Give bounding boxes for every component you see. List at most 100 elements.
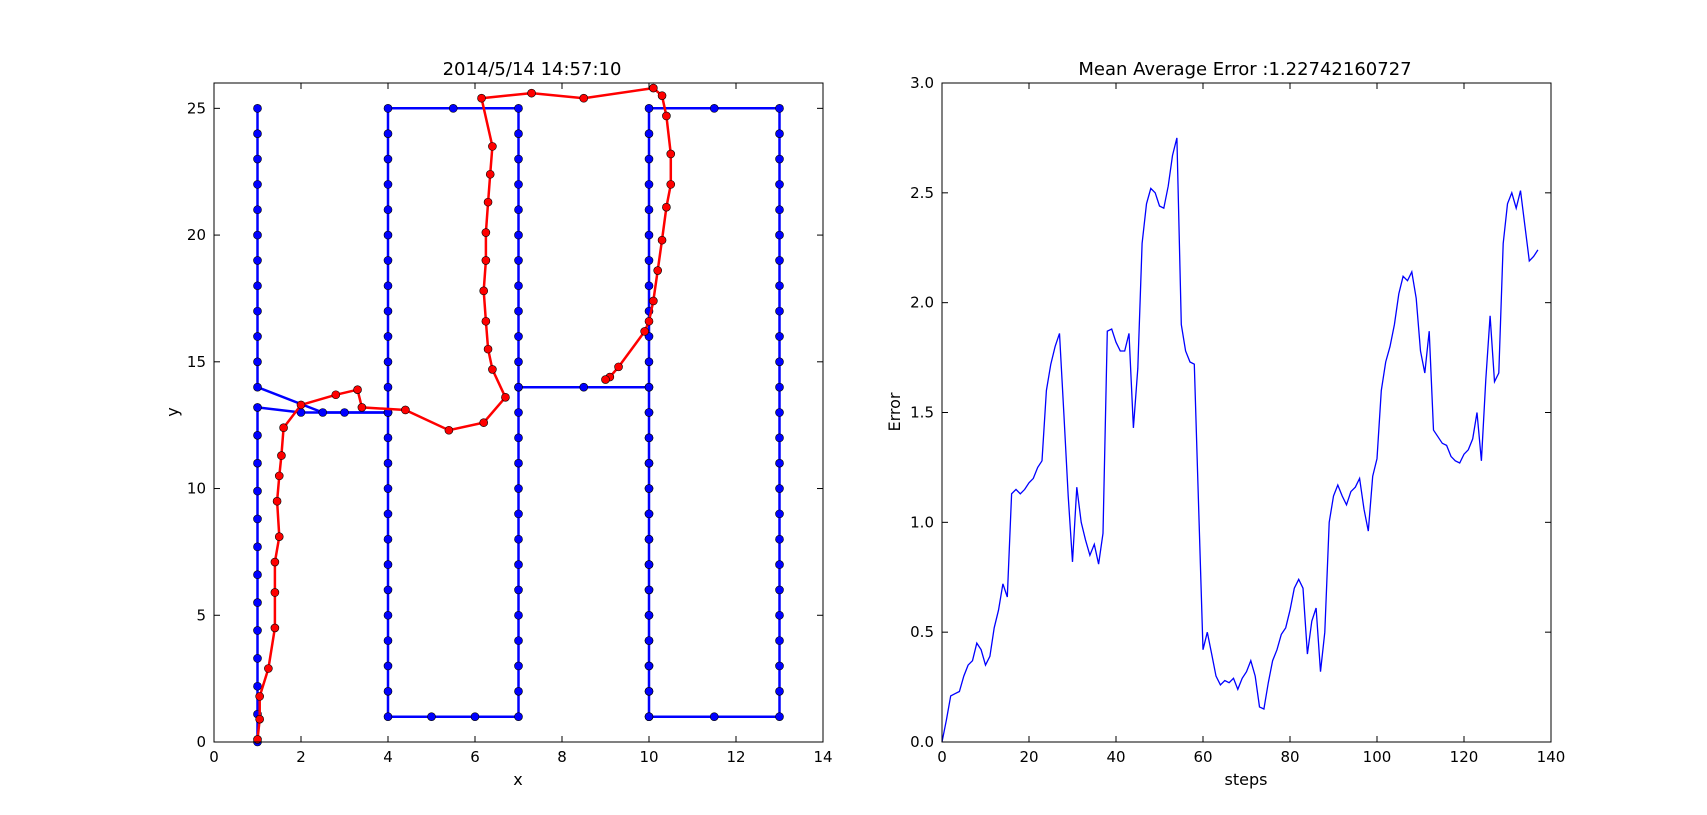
trajectory-series-1-point	[279, 423, 288, 433]
trajectory-series-1-point	[666, 149, 676, 159]
trajectory-series-0-point	[253, 514, 262, 524]
trajectory-plot-ytick-label: 0	[196, 733, 206, 751]
error-plot-ytick-label: 2.0	[910, 294, 934, 312]
trajectory-series-0-point	[644, 509, 654, 519]
trajectory-series-0-point	[383, 585, 393, 595]
trajectory-series-0-point	[775, 382, 784, 392]
trajectory-series-0-point	[514, 509, 523, 519]
trajectory-series-1-point	[657, 91, 667, 100]
trajectory-series-1-point	[253, 735, 262, 744]
trajectory-series-0-point	[340, 408, 349, 417]
trajectory-series-0-point	[775, 585, 784, 595]
trajectory-series-1-point	[644, 316, 654, 326]
trajectory-plot-title: 2014/5/14 14:57:10	[443, 59, 622, 80]
trajectory-plot: 2014/5/14 14:57:10 0 2 4 6 8 10 12 14 0 5 10 15 20 25…	[163, 59, 833, 789]
error-plot-ytick-label: 1.5	[910, 404, 934, 422]
trajectory-series-0-point	[644, 484, 654, 493]
trajectory-series-1-line	[256, 86, 673, 740]
trajectory-series-0-point	[253, 458, 262, 468]
error-plot-ytick-label: 2.5	[910, 184, 934, 202]
trajectory-series-0-point	[775, 256, 784, 265]
trajectory-series-0-point	[253, 256, 262, 265]
trajectory-series-0-point	[383, 636, 393, 645]
trajectory-series-0-point	[253, 382, 262, 392]
trajectory-series-0-point	[775, 180, 784, 189]
trajectory-series-0-point	[514, 306, 523, 316]
error-plot-ytick-label: 0.5	[910, 623, 934, 641]
trajectory-series-0-point	[644, 129, 654, 138]
trajectory-series-0-point	[383, 205, 393, 215]
trajectory-series-1-point	[479, 418, 489, 427]
error-plot-ylabel: Error	[885, 392, 904, 431]
trajectory-series-0-point	[253, 403, 262, 412]
trajectory-series-0-point	[383, 129, 393, 138]
trajectory-series-1-point	[274, 532, 284, 541]
trajectory-series-0-point	[253, 129, 262, 138]
trajectory-series-0-point	[383, 712, 393, 721]
trajectory-series-1-point	[277, 451, 286, 460]
error-plot-ytick-label: 0.0	[910, 733, 934, 751]
trajectory-series-0-point	[383, 610, 393, 620]
trajectory-series-0-point	[383, 534, 393, 544]
trajectory-plot-xlabel: x	[513, 770, 522, 789]
trajectory-series-0-point	[644, 433, 654, 443]
trajectory-series-0-point	[644, 458, 654, 468]
trajectory-plot-marks	[253, 83, 784, 747]
trajectory-series-0-point	[644, 661, 654, 671]
trajectory-series-1-point	[270, 623, 280, 633]
trajectory-series-0-point	[514, 408, 523, 417]
trajectory-series-0-point	[383, 306, 393, 316]
trajectory-series-0-point	[253, 570, 262, 580]
trajectory-series-0-point	[775, 534, 784, 544]
trajectory-series-0-point	[644, 154, 654, 164]
trajectory-series-1-point	[353, 385, 362, 394]
trajectory-plot-ytick-label: 20	[187, 226, 206, 244]
trajectory-series-0-point	[514, 382, 523, 392]
trajectory-plot-xtick-label: 4	[383, 748, 393, 766]
error-plot-ticks: 0 20 40 60 80 100 120 140 0.0 0.5 1.0 1.5 2.0 2.5 3.0	[910, 74, 1565, 766]
trajectory-series-0-point	[514, 205, 523, 215]
trajectory-series-0-point	[775, 408, 784, 417]
trajectory-series-0-point	[775, 230, 784, 240]
error-plot-ytick-label: 1.0	[910, 513, 934, 531]
trajectory-series-1-point	[485, 169, 495, 179]
trajectory-series-0-point	[383, 154, 393, 164]
trajectory-series-1-point	[488, 142, 497, 151]
error-plot-title: Mean Average Error :1.22742160727	[1078, 59, 1411, 80]
trajectory-series-0-point	[775, 104, 784, 113]
trajectory-series-1-point	[501, 392, 510, 402]
trajectory-series-0-point	[775, 484, 784, 493]
error-plot-xtick-label: 60	[1193, 748, 1212, 766]
trajectory-series-0-point	[644, 560, 654, 569]
trajectory-series-1-point	[579, 93, 589, 103]
trajectory-series-0-point	[253, 681, 262, 691]
trajectory-series-1-point	[444, 425, 454, 435]
trajectory-series-0-point	[644, 281, 654, 291]
trajectory-series-0-point	[253, 180, 262, 189]
trajectory-series-0-point	[383, 661, 393, 671]
trajectory-series-0-point	[775, 433, 784, 443]
error-plot-xtick-label: 40	[1106, 748, 1125, 766]
trajectory-series-0-point	[644, 534, 654, 544]
trajectory-series-0-point	[709, 104, 719, 113]
trajectory-series-0-point	[644, 357, 654, 367]
trajectory-series-1-point	[331, 390, 341, 400]
trajectory-series-1-point	[601, 375, 610, 384]
trajectory-series-0-point	[644, 382, 654, 392]
trajectory-series-1-point	[649, 83, 658, 93]
trajectory-series-0-point	[253, 332, 262, 341]
trajectory-series-0-point	[644, 230, 654, 240]
trajectory-series-0-point	[253, 654, 262, 663]
trajectory-series-0-point	[775, 154, 784, 164]
trajectory-series-1-point	[483, 344, 493, 354]
trajectory-series-0-point	[775, 610, 784, 620]
trajectory-series-0-point	[383, 509, 393, 519]
trajectory-series-1-point	[479, 286, 489, 296]
trajectory-plot-ytick-label: 15	[187, 353, 206, 371]
trajectory-series-0-point	[383, 382, 393, 392]
trajectory-series-0-point	[644, 408, 654, 417]
trajectory-plot-ylabel: y	[163, 407, 182, 416]
trajectory-series-0-point	[318, 408, 328, 417]
error-plot-xlabel: steps	[1225, 770, 1268, 789]
